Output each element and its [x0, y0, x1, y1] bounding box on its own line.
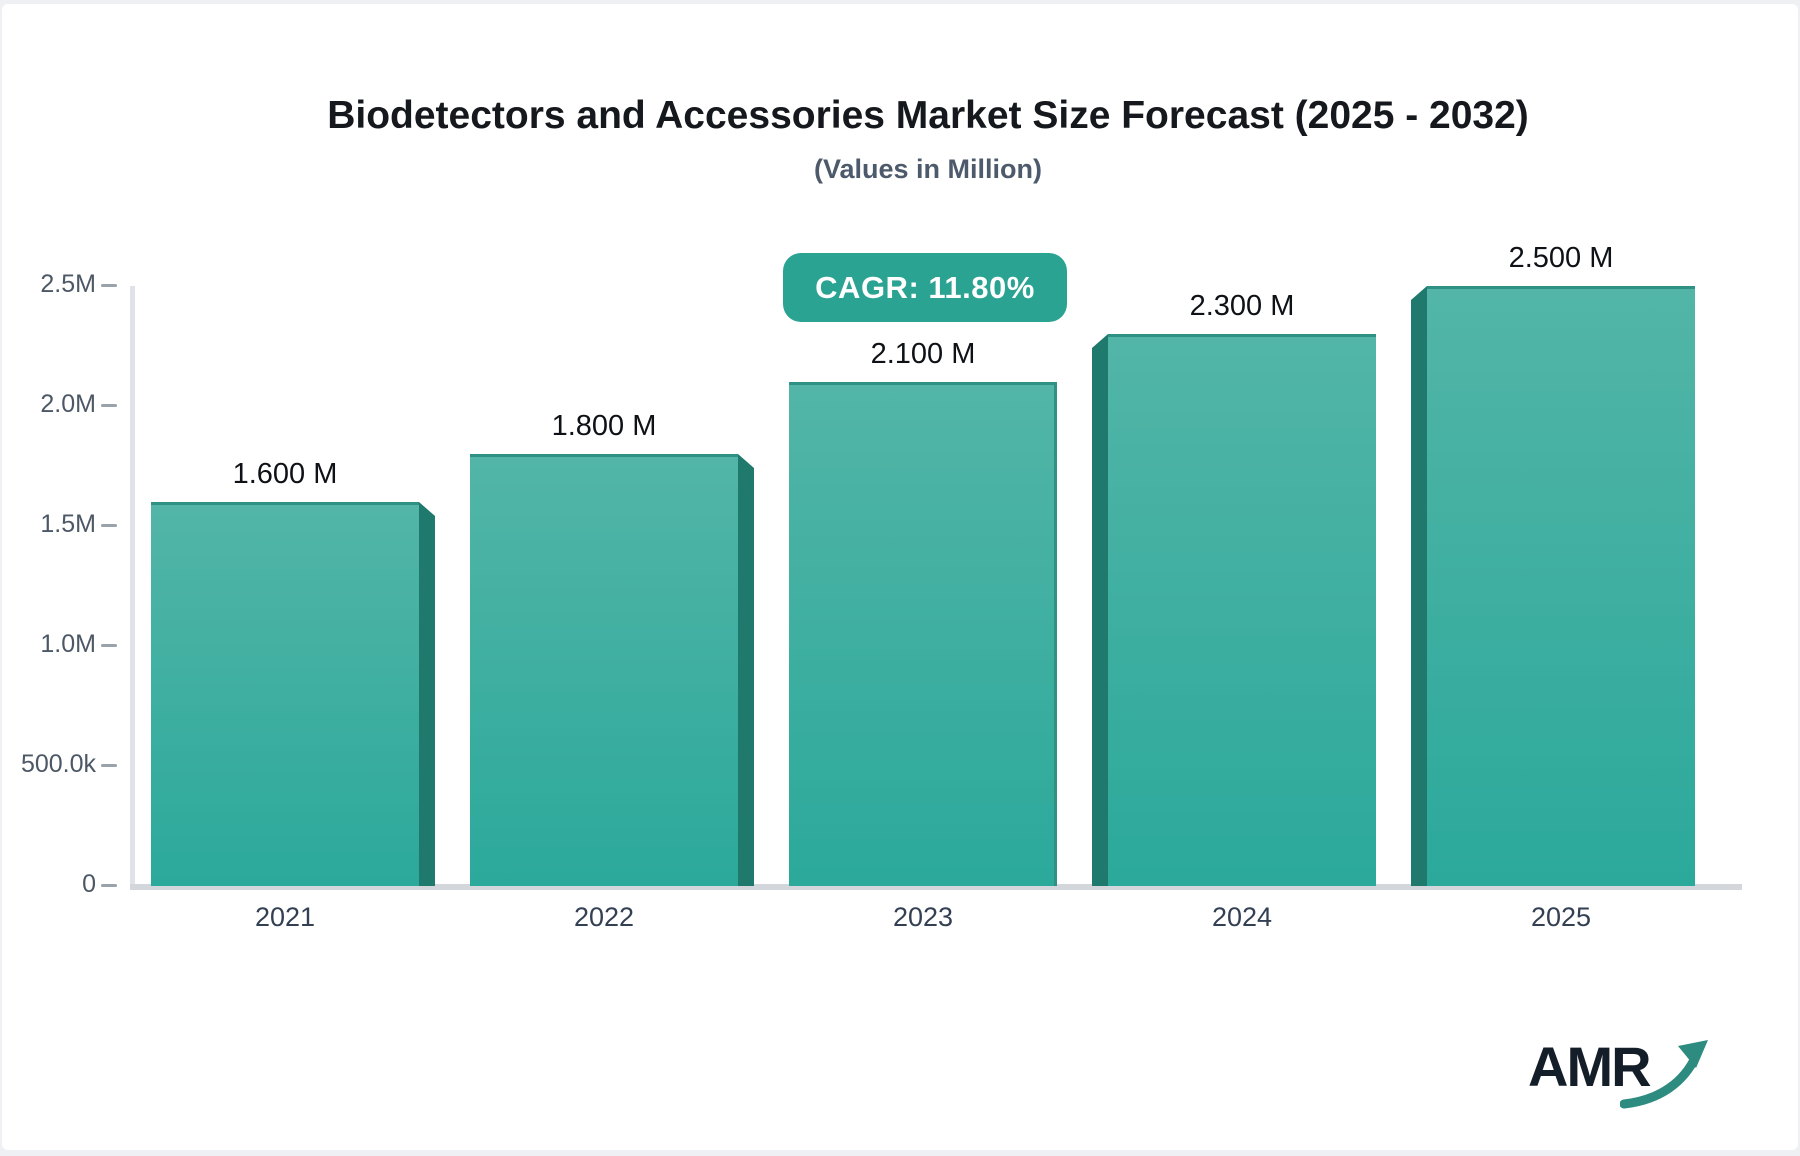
- amr-logo-text: AMR: [1528, 1035, 1652, 1098]
- cagr-badge: CAGR: 11.80%: [783, 253, 1067, 322]
- chart-title: Biodetectors and Accessories Market Size…: [327, 94, 1529, 137]
- bar-2024: [1108, 334, 1376, 886]
- y-axis-label: 0: [82, 870, 96, 898]
- y-axis-tick: [101, 524, 117, 527]
- y-axis-label: 2.5M: [40, 270, 96, 298]
- bar-side-2022: [738, 454, 754, 886]
- x-axis-label: 2025: [1530, 902, 1592, 932]
- bar-side-2025: [1411, 286, 1427, 886]
- x-axis-label: 2023: [892, 902, 954, 932]
- y-axis-tick: [101, 284, 117, 287]
- bar-value-label: 1.800 M: [551, 410, 657, 442]
- y-axis-label: 1.0M: [40, 630, 96, 658]
- y-axis-label: 500.0k: [20, 750, 96, 778]
- y-axis-line: [130, 286, 135, 890]
- y-axis-tick: [101, 644, 117, 647]
- bar-value-label: 1.600 M: [232, 458, 338, 490]
- y-axis-label: 1.5M: [40, 510, 96, 538]
- bar-2023: [789, 382, 1057, 886]
- y-axis-label: 2.0M: [40, 390, 96, 418]
- bar-2021: [151, 502, 419, 886]
- x-axis-label: 2024: [1211, 902, 1273, 932]
- bar-side-2024: [1092, 334, 1108, 886]
- bar-2022: [470, 454, 738, 886]
- x-axis-label: 2022: [573, 902, 635, 932]
- chart-subtitle: (Values in Million): [813, 154, 1043, 184]
- bar-2025: [1427, 286, 1695, 886]
- y-axis-tick: [101, 764, 117, 767]
- y-axis-tick: [101, 404, 117, 407]
- bar-value-label: 2.100 M: [870, 338, 976, 370]
- bar-value-label: 2.300 M: [1189, 290, 1295, 322]
- x-axis-baseline: [130, 884, 1742, 890]
- bar-side-2021: [419, 502, 435, 886]
- growth-arrow-icon: [1620, 1040, 1708, 1109]
- bar-value-label: 2.500 M: [1508, 242, 1614, 274]
- y-axis-tick: [101, 884, 117, 887]
- x-axis-label: 2021: [254, 902, 316, 932]
- amr-logo: AMR: [1528, 1034, 1728, 1124]
